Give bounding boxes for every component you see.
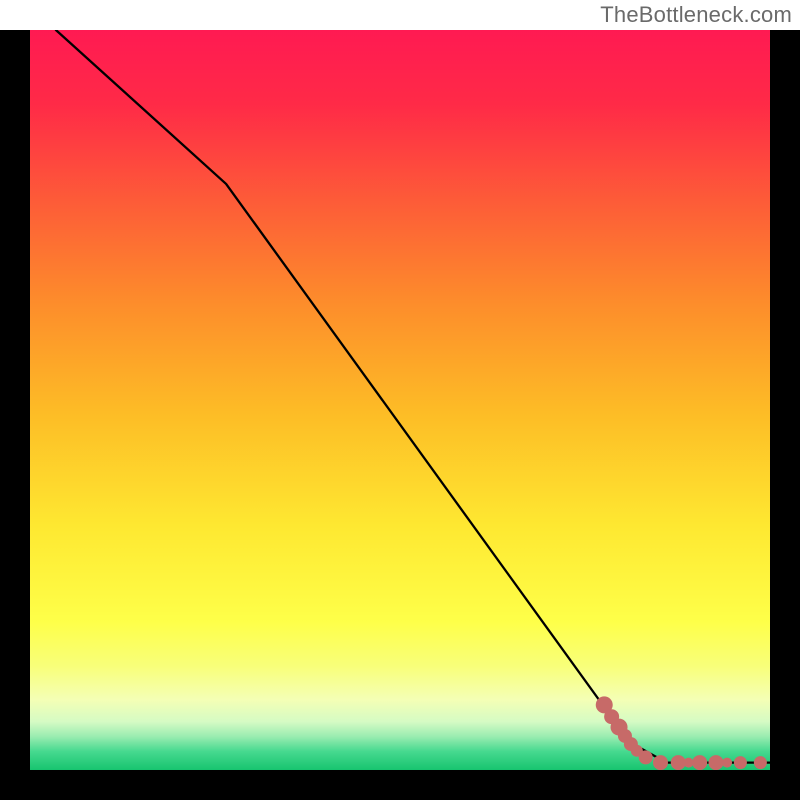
watermark-text: TheBottleneck.com [600,2,792,28]
marker-point [754,756,767,769]
marker-point [708,755,723,770]
figure-container: TheBottleneck.com [0,0,800,800]
marker-point [639,750,653,764]
plot-area [30,30,770,770]
marker-point [671,755,686,770]
gradient-background [30,30,770,770]
marker-point [734,756,747,769]
marker-point [684,758,694,768]
marker-point [653,755,668,770]
plot-black-frame [0,30,800,800]
chart-svg [30,30,770,770]
marker-point [692,755,707,770]
marker-point [722,758,732,768]
